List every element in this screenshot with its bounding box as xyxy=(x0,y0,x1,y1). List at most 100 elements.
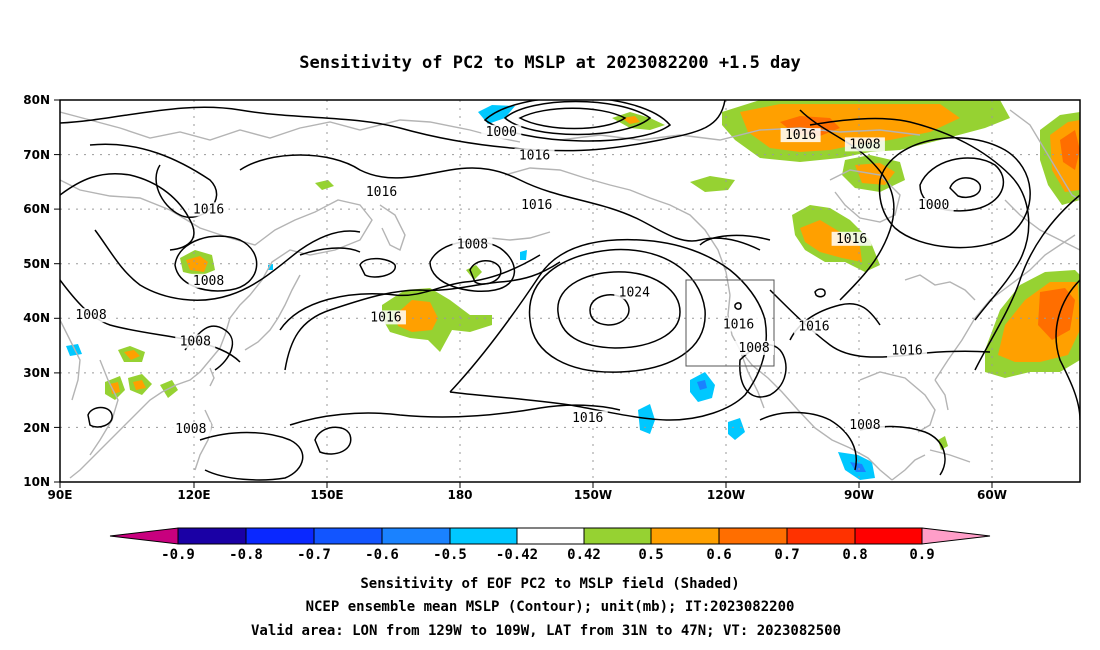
contour-label-bg xyxy=(718,317,759,332)
shade-arctic-cyan xyxy=(478,105,515,124)
shade-caribbean-blue xyxy=(850,462,866,472)
contour-1016-sea xyxy=(359,257,396,278)
colorbar-segment xyxy=(583,527,652,545)
colorbar-segment xyxy=(718,527,788,545)
contour-label: 1016 xyxy=(521,198,552,213)
shade-indochina-2-orange xyxy=(110,382,120,394)
coast-alaska xyxy=(504,167,731,296)
contour-1008-small-china xyxy=(87,406,113,428)
colorbar-segment xyxy=(381,527,451,545)
coast-arctic-america xyxy=(559,127,921,141)
coast-central-america xyxy=(891,454,926,481)
contour-1000-hudson-inner xyxy=(949,177,982,199)
contour-label: 1024 xyxy=(619,285,650,300)
colorbar-label: -0.42 xyxy=(496,547,538,563)
coast-philippines xyxy=(194,409,213,471)
caption-line-1: Sensitivity of EOF PC2 to MSLP field (Sh… xyxy=(360,576,739,592)
lon-label: 150W xyxy=(574,488,612,502)
contour-label-bg xyxy=(844,417,885,432)
contour-label-bg xyxy=(481,124,522,139)
contour-label-bg xyxy=(844,137,885,152)
lat-axis-labels: 80N 70N 60N 50N 40N 30N 20N 10N xyxy=(23,93,50,489)
contour-label: 1008 xyxy=(193,274,224,289)
contour-label-bg xyxy=(170,422,211,437)
shade-atlantic-red xyxy=(1038,288,1075,340)
colorbar: -0.9 -0.8 -0.7 -0.6 -0.5 -0.42 0.42 0.5 … xyxy=(109,527,991,563)
contour-small-ring-1 xyxy=(734,302,742,310)
lat-label: 30N xyxy=(23,366,50,380)
coast-hudson xyxy=(829,169,901,223)
contour-1016-atlantic xyxy=(974,194,1080,371)
coast-gulf-mexico xyxy=(859,371,936,433)
shade-baja-blue xyxy=(697,380,707,390)
contour-1016-pacific-west xyxy=(279,254,541,331)
colorbar-label: 0.6 xyxy=(706,547,731,563)
colorbar-label: 0.7 xyxy=(774,547,799,563)
contour-label: 1016 xyxy=(891,344,922,359)
contour-label: 1016 xyxy=(572,411,603,426)
coast-japan xyxy=(244,274,301,351)
colorbar-arrow-right xyxy=(921,527,991,545)
contour-label-bg xyxy=(188,202,229,217)
contour-1008-mexico-2 xyxy=(759,411,857,471)
map-title: Sensitivity of PC2 to MSLP at 2023082200… xyxy=(299,53,801,73)
lon-label: 180 xyxy=(447,488,472,502)
colorbar-segment xyxy=(854,527,923,545)
colorbar-label: -0.9 xyxy=(161,547,195,563)
valid-area-box xyxy=(685,279,775,367)
contour-label-bg xyxy=(514,148,555,163)
contour-label: 1016 xyxy=(193,202,224,217)
colorbar-arrow-left xyxy=(109,527,179,545)
colorbar-label: 0.8 xyxy=(842,547,867,563)
coast-kamchatka xyxy=(379,204,406,251)
lat-label: 10N xyxy=(23,475,50,489)
contour-1016-east xyxy=(809,117,1030,321)
coast-cuba xyxy=(929,449,971,463)
contour-1016-gulf xyxy=(769,289,991,358)
contour-1024-high-inner xyxy=(589,294,630,326)
contour-1016-west xyxy=(60,173,195,251)
caption-line-2: NCEP ensemble mean MSLP (Contour); unit(… xyxy=(306,599,795,615)
lon-label: 120E xyxy=(177,488,210,502)
map-frame xyxy=(59,99,1081,483)
map-ticks xyxy=(54,99,993,488)
contour-1008-west-china xyxy=(60,279,241,363)
lon-label: 90W xyxy=(844,488,874,502)
contour-label: 1000 xyxy=(918,198,949,213)
contour-1016-kamchatka xyxy=(299,247,361,256)
colorbar-segment xyxy=(449,527,518,545)
contour-1016-siberia xyxy=(239,154,761,251)
lat-label: 40N xyxy=(23,311,50,325)
lon-label: 120W xyxy=(707,488,745,502)
contour-1008-hudson-outer xyxy=(878,137,1031,249)
coast-west-north-america xyxy=(727,294,893,481)
contour-label-bg xyxy=(887,343,928,358)
colorbar-label: -0.7 xyxy=(297,547,331,563)
coast-east-asia xyxy=(60,179,373,479)
contour-label: 1008 xyxy=(75,308,106,323)
contour-label: 1008 xyxy=(849,418,880,433)
shade-indochina-3-orange xyxy=(133,380,146,390)
colorbar-segment xyxy=(245,527,315,545)
colorbar-label: -0.5 xyxy=(433,547,467,563)
colorbar-labels: -0.9 -0.8 -0.7 -0.6 -0.5 -0.42 0.42 0.5 … xyxy=(161,547,935,563)
contour-1016-china xyxy=(94,229,361,301)
contour-label: 1016 xyxy=(785,128,816,143)
colorbar-segment xyxy=(516,527,585,545)
lon-label: 150E xyxy=(310,488,343,502)
contour-1024-high-mid xyxy=(557,271,681,349)
mslp-contours xyxy=(60,100,1080,481)
contour-label-bg xyxy=(452,237,493,252)
contour-label: 1016 xyxy=(836,232,867,247)
contour-label-bg xyxy=(831,231,872,246)
coast-indochina xyxy=(89,359,119,456)
contour-label-bg xyxy=(913,197,954,212)
contour-label: 1016 xyxy=(798,320,829,335)
contour-label: 1016 xyxy=(366,185,397,200)
shade-indochina-1-orange xyxy=(124,350,140,360)
colorbar-segment xyxy=(313,527,383,545)
contour-1008-south-small xyxy=(314,426,352,455)
contour-1016-north xyxy=(89,143,218,218)
colorbar-segment xyxy=(650,527,720,545)
